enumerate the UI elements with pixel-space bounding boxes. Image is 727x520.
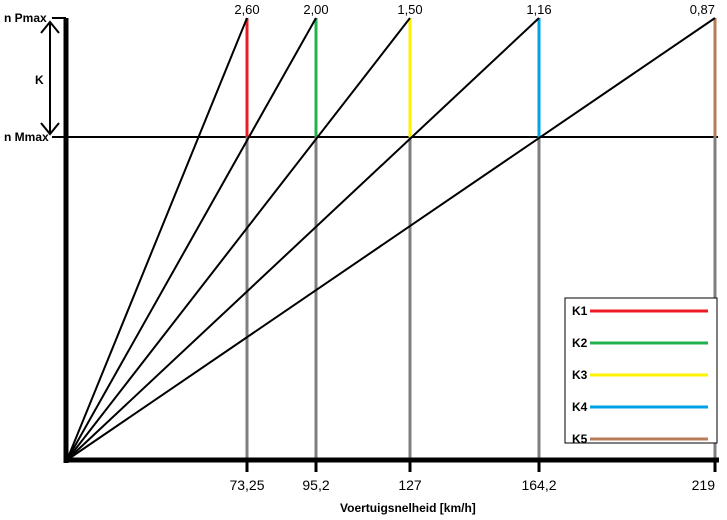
gear-line-k2	[66, 17, 317, 461]
label-n-pmax: n Pmax	[4, 11, 47, 25]
legend-label-k3: K3	[572, 368, 588, 382]
ratio-label-k5: 0,87	[690, 2, 715, 17]
x-axis-label: Voertuigsnelheid [km/h]	[340, 501, 476, 515]
speed-label-k3: 127	[398, 477, 422, 493]
gear-line-k5	[66, 17, 716, 461]
ratio-label-k1: 2,60	[234, 2, 259, 17]
legend: K1 K2 K3 K4 K5	[564, 297, 718, 446]
legend-label-k1: K1	[572, 304, 588, 318]
speed-label-k2: 95,2	[302, 477, 329, 493]
label-n-mmax: n Mmax	[4, 130, 49, 144]
gear-line-k1	[66, 17, 248, 461]
legend-label-k4: K4	[572, 400, 588, 414]
speed-label-k5: 219	[692, 477, 716, 493]
label-k: K	[35, 73, 44, 87]
legend-label-k2: K2	[572, 336, 588, 350]
k-range-arrow-icon	[40, 20, 60, 136]
speed-label-k4: 164,2	[521, 477, 556, 493]
ratio-label-k2: 2,00	[303, 2, 328, 17]
legend-label-k5: K5	[572, 432, 588, 446]
ratio-label-k4: 1,16	[526, 2, 551, 17]
ratio-label-k3: 1,50	[397, 2, 422, 17]
gear-line-k3	[66, 17, 411, 461]
gear-line-k4	[66, 17, 540, 461]
speed-label-k1: 73,25	[229, 477, 264, 493]
